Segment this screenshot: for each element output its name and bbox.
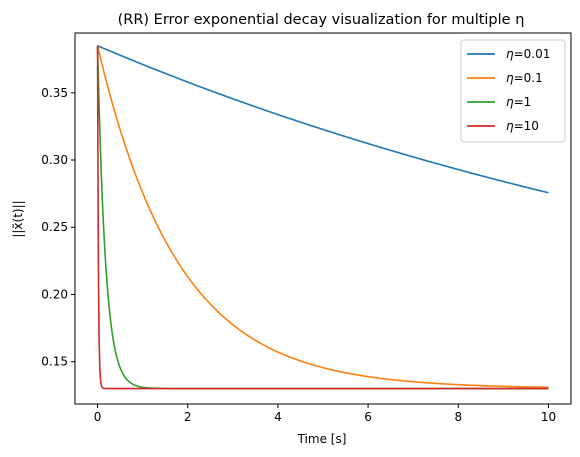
plot-border	[74, 32, 572, 405]
chart-title: (RR) Error exponential decay visualizati…	[118, 12, 525, 28]
legend-label: η=0.01	[506, 47, 550, 61]
y-tick-label: 0.15	[41, 355, 68, 369]
series-line-0	[97, 45, 549, 194]
y-tick-label: 0.35	[41, 86, 68, 100]
series-layer	[96, 45, 549, 390]
legend-box	[460, 39, 566, 143]
series-line-3	[96, 45, 549, 390]
y-tick-label: 0.25	[41, 220, 68, 234]
x-tick-label: 4	[274, 410, 282, 424]
y-axis-label: ||x̃(t)||	[11, 200, 25, 237]
legend-label: η=10	[506, 119, 539, 133]
x-axis-label: Time [s]	[297, 432, 347, 446]
x-axis: 0 2 4 6 8 10	[94, 404, 556, 424]
x-tick-label: 10	[541, 410, 556, 424]
y-tick-label: 0.20	[41, 287, 68, 301]
series-line-1	[96, 45, 549, 389]
y-tick-label: 0.30	[41, 153, 68, 167]
y-axis: 0.15 0.20 0.25 0.30 0.35	[41, 86, 75, 369]
x-tick-label: 2	[184, 410, 192, 424]
x-tick-label: 6	[364, 410, 372, 424]
x-tick-label: 8	[454, 410, 462, 424]
legend-label: η=1	[506, 95, 531, 109]
legend: η=0.01 η=0.1 η=1 η=10	[460, 39, 566, 143]
x-tick-label: 0	[94, 410, 102, 424]
legend-label: η=0.1	[506, 71, 543, 85]
